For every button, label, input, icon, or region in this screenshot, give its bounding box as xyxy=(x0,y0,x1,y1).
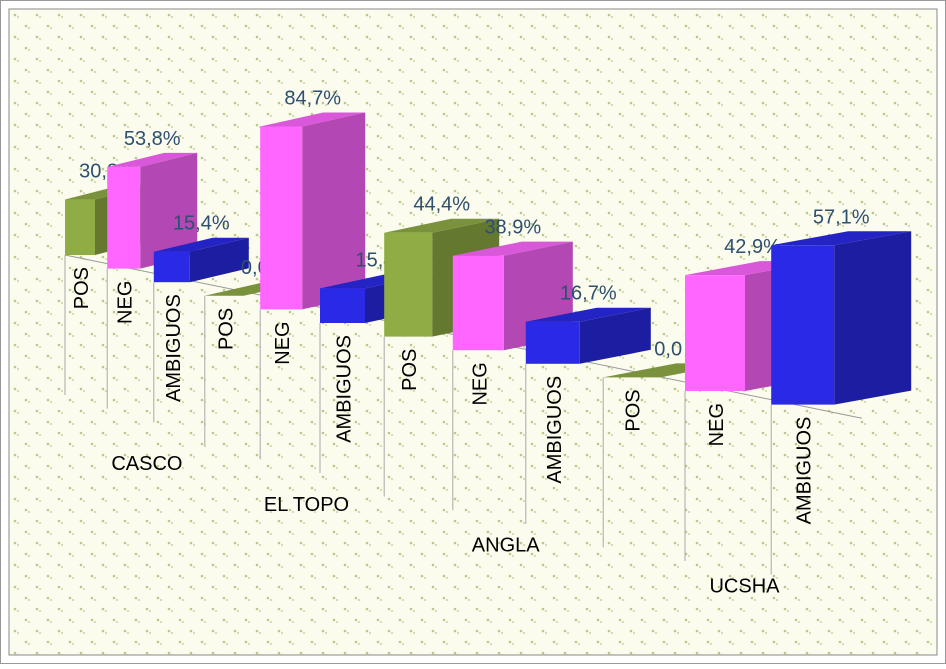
sub-category-label: NEG xyxy=(706,403,728,446)
bar-side xyxy=(579,307,651,364)
sub-category-label: AMBIGUOS xyxy=(544,376,566,484)
bar-side xyxy=(140,152,198,269)
sub-category-label: AMBIGUOS xyxy=(794,417,816,525)
category-label: ANGLA xyxy=(472,535,540,557)
bar-top xyxy=(384,218,500,233)
bar xyxy=(65,199,95,255)
data-label: 84,7% xyxy=(284,87,341,109)
bar xyxy=(107,166,141,269)
sub-category-label: POS xyxy=(71,267,93,309)
bar-top xyxy=(153,237,249,252)
data-label: 44,4% xyxy=(413,194,470,216)
data-label: 42,9% xyxy=(724,236,781,258)
bar-top xyxy=(452,241,573,256)
data-label: 38,9% xyxy=(484,217,541,239)
sub-category-label: AMBIGUOS xyxy=(334,335,356,443)
category-label: UCSHA xyxy=(709,575,780,597)
category-label: CASCO xyxy=(111,453,182,475)
sub-category-label: NEG xyxy=(469,362,491,405)
sub-category-label: NEG xyxy=(272,321,294,364)
bar-top xyxy=(525,307,651,322)
sub-category-label: AMBIGUOS xyxy=(163,294,185,402)
bar xyxy=(320,288,365,323)
bar xyxy=(685,275,745,391)
bar xyxy=(384,232,433,337)
sub-category-label: NEG xyxy=(115,281,137,324)
sub-category-label: POS xyxy=(215,308,237,350)
sub-category-label: POS xyxy=(399,349,421,391)
data-label: 0,0 xyxy=(654,338,682,360)
bar xyxy=(525,321,580,364)
bar xyxy=(771,245,835,405)
bar xyxy=(452,255,504,351)
bar xyxy=(260,126,303,310)
bar-side xyxy=(189,237,249,283)
bar-top xyxy=(107,152,198,167)
bar-top xyxy=(260,112,366,127)
sub-category-label: POS xyxy=(623,389,645,431)
category-label: EL TOPO xyxy=(264,494,349,516)
data-label: 16,7% xyxy=(560,283,617,305)
data-label: 15,4% xyxy=(173,213,230,235)
data-label: 53,8% xyxy=(124,128,181,150)
bar xyxy=(153,251,190,283)
bar-side xyxy=(302,112,366,310)
bar-side xyxy=(834,231,912,405)
data-label: 57,1% xyxy=(813,206,870,228)
bar-top xyxy=(771,231,912,246)
